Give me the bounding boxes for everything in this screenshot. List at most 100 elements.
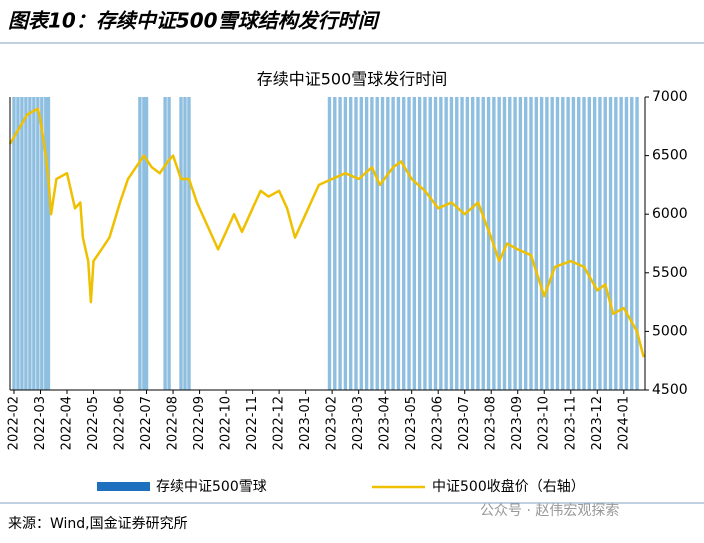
issuance-bar xyxy=(539,97,544,390)
chart-title: 存续中证500雪球发行时间 xyxy=(257,70,448,89)
issuance-bar xyxy=(183,97,187,390)
x-tick-label: 2022-04 xyxy=(60,396,75,450)
x-tick-label: 2023-04 xyxy=(378,396,393,450)
issuance-bar xyxy=(444,97,448,390)
x-tick-label: 2023-09 xyxy=(510,396,525,450)
issuance-bar xyxy=(529,97,533,390)
issuance-bar xyxy=(138,97,142,390)
x-tick-label: 2023-02 xyxy=(325,396,340,450)
x-tick-label: 2022-08 xyxy=(166,396,181,450)
issuance-bar xyxy=(163,97,167,390)
issuance-bar xyxy=(40,97,44,390)
issuance-bar xyxy=(407,97,411,390)
issuance-bar xyxy=(391,97,395,390)
x-tick-label: 2023-12 xyxy=(590,396,605,450)
issuance-bar xyxy=(481,97,485,390)
issuance-bar xyxy=(630,97,634,390)
issuance-bar xyxy=(16,97,20,390)
source: 来源：Wind,国金证券研究所 xyxy=(8,516,188,532)
legend-label: 存续中证500雪球 xyxy=(156,478,267,495)
x-tick-label: 2022-11 xyxy=(245,396,260,450)
y2-tick-label: 7000 xyxy=(652,89,688,105)
issuance-bar xyxy=(423,97,427,390)
x-tick-label: 2022-03 xyxy=(33,396,48,450)
x-tick-label: 2023-01 xyxy=(298,396,313,450)
issuance-bar xyxy=(12,97,16,390)
issuance-bar xyxy=(428,97,432,390)
issuance-bar xyxy=(571,97,576,390)
y2-tick-label: 6500 xyxy=(652,148,688,164)
issuance-bar xyxy=(20,97,24,390)
legend-swatch xyxy=(97,482,150,491)
issuance-bar xyxy=(348,97,353,390)
issuance-bar xyxy=(497,97,501,390)
x-tick-label: 2023-06 xyxy=(431,396,446,450)
issuance-bar xyxy=(455,97,459,390)
issuance-bar xyxy=(449,97,454,390)
issuance-bar xyxy=(417,97,422,390)
issuance-bar xyxy=(502,97,507,390)
issuance-bar xyxy=(486,97,491,390)
issuance-bar xyxy=(545,97,549,390)
issuance-bar xyxy=(508,97,512,390)
issuance-bar xyxy=(561,97,565,390)
issuance-bar xyxy=(433,97,438,390)
issuance-bar xyxy=(46,97,51,390)
issuance-bar xyxy=(380,97,385,390)
issuance-bar xyxy=(608,97,613,390)
issuance-bar xyxy=(179,97,183,390)
x-tick-label: 2023-10 xyxy=(537,396,552,450)
issuance-bar xyxy=(603,97,607,390)
issuance-bar xyxy=(555,97,560,390)
issuance-bar xyxy=(465,97,470,390)
x-tick-label: 2022-06 xyxy=(113,396,128,450)
issuance-bar xyxy=(577,97,581,390)
issuance-bar xyxy=(370,97,374,390)
issuance-bar xyxy=(523,97,528,390)
issuance-bar xyxy=(614,97,618,390)
issuance-bar xyxy=(534,97,538,390)
issuance-bar xyxy=(460,97,464,390)
x-tick-label: 2024-01 xyxy=(616,396,631,450)
issuance-bar xyxy=(144,97,149,390)
issuance-bar xyxy=(396,97,401,390)
issuance-bar xyxy=(327,97,332,390)
issuance-bar xyxy=(412,97,417,390)
issuance-bar xyxy=(28,97,32,390)
header-title: 图表10：存续中证500雪球结构发行时间 xyxy=(8,9,381,33)
x-tick-label: 2023-08 xyxy=(484,396,499,450)
x-tick-label: 2023-05 xyxy=(404,396,419,450)
issuance-bar xyxy=(550,97,554,390)
issuance-bar xyxy=(386,97,390,390)
issuance-bar xyxy=(624,97,629,390)
x-tick-label: 2023-03 xyxy=(351,396,366,450)
watermark: 公众号 · 赵伟宏观探索 xyxy=(480,502,619,519)
y2-tick-label: 6000 xyxy=(652,206,688,222)
y2-tick-label: 5500 xyxy=(652,265,688,281)
issuance-bar xyxy=(582,97,586,390)
x-tick-label: 2022-12 xyxy=(272,396,287,450)
issuance-bar xyxy=(619,97,623,390)
issuance-bar xyxy=(587,97,592,390)
issuance-bar xyxy=(333,97,337,390)
x-tick-label: 2023-07 xyxy=(457,396,472,450)
x-tick-label: 2022-10 xyxy=(219,396,234,450)
issuance-bar xyxy=(32,97,36,390)
issuance-bar xyxy=(359,97,364,390)
x-tick-label: 2023-11 xyxy=(563,396,578,450)
x-tick-label: 2022-05 xyxy=(86,396,101,450)
issuance-bar xyxy=(518,97,523,390)
issuance-bar xyxy=(36,97,40,390)
legend-label: 中证500收盘价（右轴） xyxy=(432,478,585,495)
issuance-bar xyxy=(635,97,639,390)
issuance-bar xyxy=(187,97,191,390)
issuance-bar xyxy=(343,97,348,390)
issuance-bar xyxy=(566,97,570,390)
issuance-bar xyxy=(24,97,28,390)
issuance-bar xyxy=(375,97,379,390)
x-tick-label: 2022-07 xyxy=(139,396,154,450)
y2-tick-label: 4500 xyxy=(652,382,688,398)
issuance-bar xyxy=(142,97,146,390)
issuance-bar xyxy=(364,97,369,390)
